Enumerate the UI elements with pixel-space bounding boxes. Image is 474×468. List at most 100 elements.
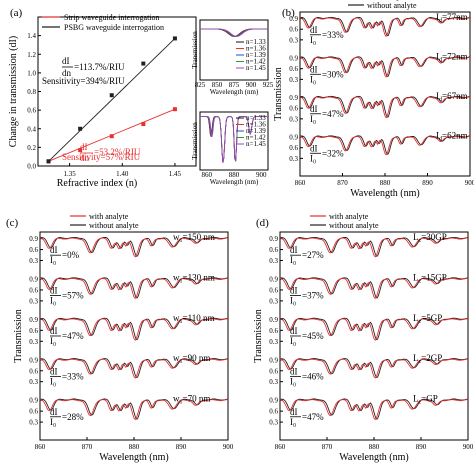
panel-c-ytick-label: 0.6 <box>29 367 38 375</box>
panel-a-point-2-4 <box>141 61 146 66</box>
panel-a-point-2-1 <box>46 159 51 164</box>
panel-a-point-1-2 <box>78 148 83 153</box>
panel-a-ytick-label: 0.8 <box>27 88 36 96</box>
panel-label-d: (d) <box>256 217 269 229</box>
panel-d-ytick-label: 0.6 <box>269 246 278 254</box>
panel-d-ratio-value: =37% <box>302 291 324 301</box>
panel-b-ratio-numerator: dI <box>310 25 318 35</box>
panel-d-ratio-value: =45% <box>302 331 324 341</box>
panel-d-xtick-label: 880 <box>369 443 380 451</box>
panel-d-xtick-label: 860 <box>275 443 286 451</box>
panel-a-inset-2-xtick-label: 860 <box>202 171 213 179</box>
panel-b-condition-label: Id=77nm <box>436 12 468 24</box>
panel-b-condition-label: Id=72nm <box>436 52 468 64</box>
panel-b-legend-entry: with analyte <box>367 0 407 1</box>
panel-b-xtick-label: 860 <box>295 179 306 187</box>
panel-c-legend-entry: with analyte <box>89 212 129 221</box>
panel-a-inset-2-legend-entry: n=1.36 <box>246 121 266 129</box>
panel-c-xtick-label: 880 <box>129 443 140 451</box>
panel-d-ytick-label: 0.9 <box>269 235 278 243</box>
panel-a-inset-1-xtick-label: 850 <box>212 81 223 89</box>
panel-c-ytick-label: 0.3 <box>29 338 38 346</box>
panel-b-ratio-numerator: dI <box>310 143 318 153</box>
panel-b-xtick-label: 900 <box>465 179 474 187</box>
panel-b-ytick-label: 0.6 <box>289 105 298 113</box>
panel-d-ratio-numerator: dI <box>290 326 298 336</box>
panel-a-inset-2-ylabel: Transmission <box>191 122 199 160</box>
panel-a-fit-line-2 <box>48 38 176 162</box>
panel-b-strip-4-with-analyte-line <box>299 136 470 156</box>
panel-a-legend-entry: Strip waveguide interrogation <box>64 13 160 22</box>
panel-d-xtick-label: 870 <box>322 443 333 451</box>
panel-d-ratio-value: =46% <box>302 371 324 381</box>
panel-d-ratio-denominator: I₀ <box>290 417 296 427</box>
panel-d-ytick-label: 0.3 <box>269 419 278 427</box>
panel-c-condition-label: w1=90 nm <box>173 353 210 365</box>
panel-b-ytick-label: 0.6 <box>289 26 298 34</box>
panel-c-ratio-value: =33% <box>62 371 84 381</box>
panel-c-condition-label: w1=70 nm <box>173 394 210 406</box>
panel-d-condition-label: Lc=GP <box>413 394 438 406</box>
panel-c-ratio-numerator: dI <box>50 366 58 376</box>
panel-a-point-1-3 <box>109 134 114 139</box>
panel-b-xtick-label: 870 <box>337 179 348 187</box>
panel-d-ytick-label: 0.3 <box>269 338 278 346</box>
panel-a-inset-1-frame <box>199 19 269 81</box>
panel-b-ratio-denominator: I₀ <box>310 153 316 163</box>
panel-a-ylabel: Change in transmission (dI) <box>8 36 19 147</box>
panel-c-strip-4-with-analyte-line <box>39 358 229 379</box>
panel-b-strip-2-with-analyte-line <box>299 57 470 78</box>
panel-a-inset-2-xtick-label: 900 <box>256 171 267 179</box>
panel-c-ratio-value: =47% <box>62 331 84 341</box>
panel-b-legend-entry: without analyte <box>367 1 417 10</box>
panel-b-ytick-label: 0.9 <box>289 94 298 102</box>
panel-d-ytick-label: 0.6 <box>269 367 278 375</box>
panel-b-ratio-numerator: dI <box>310 64 318 74</box>
panel-a-annotation: =53.2%/RIU <box>94 147 141 157</box>
panel-c-ratio-denominator: I₀ <box>50 376 56 386</box>
panel-c-ratio-value: =28% <box>62 412 84 422</box>
panel-c-ratio-denominator: I₀ <box>50 255 56 265</box>
panel-c-xtick-label: 870 <box>82 443 93 451</box>
panel-c-ytick-label: 0.9 <box>29 397 38 405</box>
panel-c-ratio-numerator: dI <box>50 286 58 296</box>
panel-a-annotation: =113.7%/RIU <box>74 62 125 72</box>
panel-d-strip-2-with-analyte-line <box>279 277 469 300</box>
panel-a-annotation: Sensitivity=394%/RIU <box>42 76 125 86</box>
panel-c-ratio-value: =0% <box>62 250 80 260</box>
panel-a-xtick-label: 1.35 <box>63 170 76 178</box>
panel-c-ytick-label: 0.9 <box>29 316 38 324</box>
panel-a-inset-1-xtick-label: 900 <box>246 81 257 89</box>
panel-d-strip-5-with-analyte-line <box>279 399 469 421</box>
panel-b-xlabel: Wavelength (nm) <box>350 188 419 199</box>
panel-d-ratio-denominator: I₀ <box>290 336 296 346</box>
panel-d-condition-label: Lc=2GP <box>413 353 442 365</box>
panel-c-condition-label: w1=110 nm <box>173 313 215 325</box>
panel-c-strip-5-with-analyte-line <box>39 399 229 421</box>
panel-c-ytick-label: 0.3 <box>29 257 38 265</box>
panel-b-ratio-denominator: I₀ <box>310 74 316 84</box>
panel-c-ytick-label: 0.3 <box>29 297 38 305</box>
panel-d-condition-label: Lc=5GP <box>413 313 442 325</box>
panel-a-ytick-label: 0.4 <box>27 125 36 133</box>
panel-d-xtick-label: 900 <box>463 443 474 451</box>
panel-b-ytick-label: 0.3 <box>289 76 298 84</box>
panel-a-inset-1-legend-entry: n=1.36 <box>246 45 266 53</box>
panel-c-xlabel: Wavelength (nm) <box>99 452 168 463</box>
panel-a-ytick-label: 1.4 <box>27 32 36 40</box>
panel-a-inset-2-xlabel: Wavelength (nm) <box>210 178 259 186</box>
panel-c-ratio-denominator: I₀ <box>50 336 56 346</box>
panel-a-point-2-5 <box>172 36 177 41</box>
panel-c-ytick-label: 0.6 <box>29 286 38 294</box>
panel-d-ratio-value: =27% <box>302 250 324 260</box>
panel-d-ytick-label: 0.9 <box>269 276 278 284</box>
panel-a-annotation: Sensitivity=57%/RIU <box>62 152 141 162</box>
panel-c-condition-label: w1=150 nm <box>173 232 215 244</box>
panel-d-ratio-numerator: dI <box>290 366 298 376</box>
panel-a-inset-2-series-5-line <box>200 116 268 163</box>
panel-b-ytick-label: 0.3 <box>289 36 298 44</box>
panel-a-inset-1-xlabel: Wavelength (nm) <box>210 88 259 96</box>
panel-b-ratio-value: =32% <box>322 148 344 158</box>
panel-b-condition-label: Id=67nm <box>436 91 468 103</box>
